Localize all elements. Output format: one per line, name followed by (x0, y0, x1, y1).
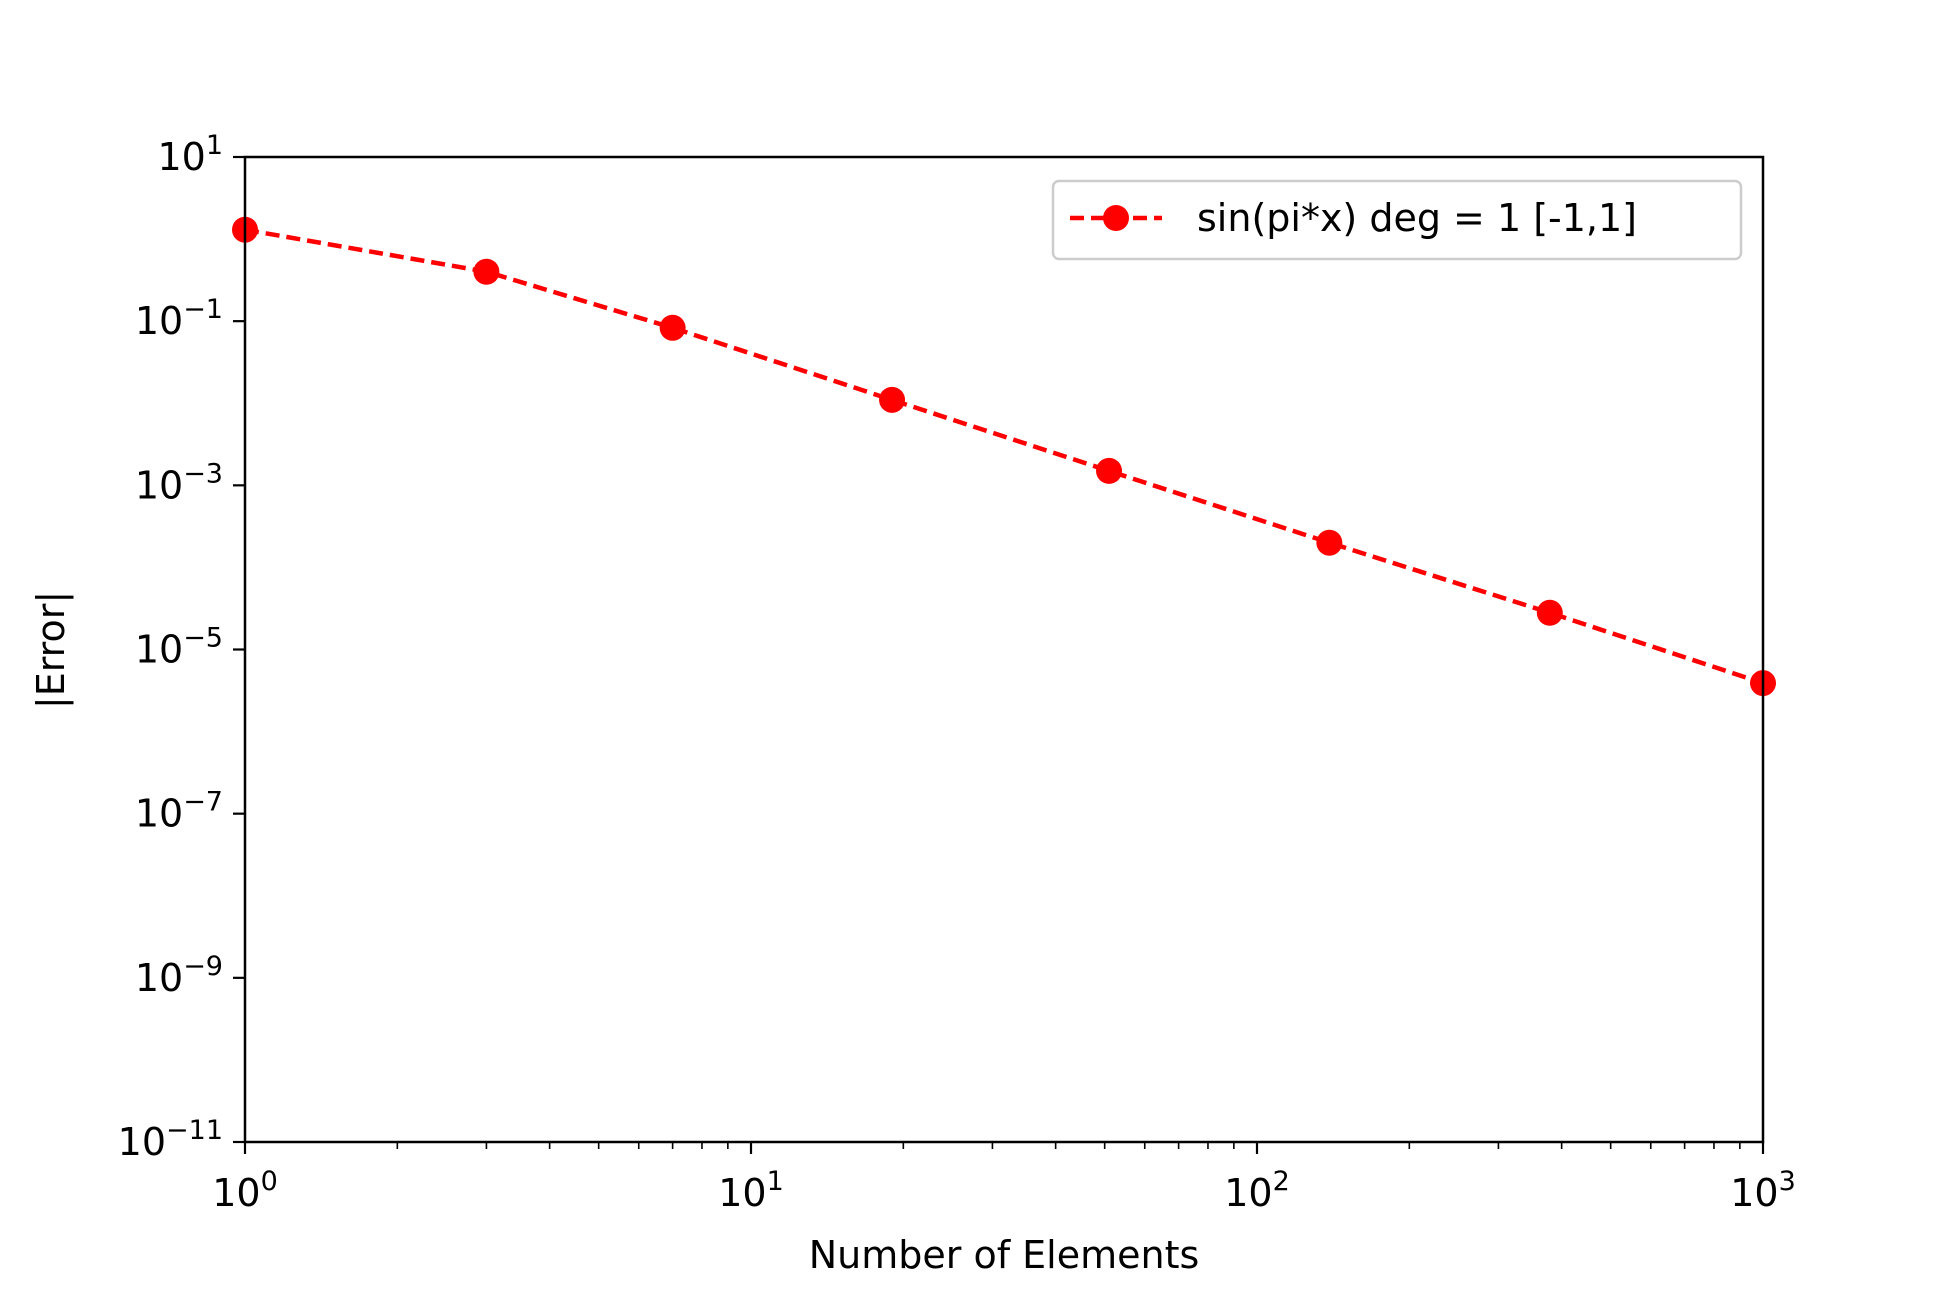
data-point (1316, 529, 1343, 556)
tick-labels: 100 101 102 103 101 10−1 10−3 10−5 10−7 10−9 10−11 (118, 130, 1796, 1215)
legend-box (1051, 179, 1743, 261)
major-ticks (233, 155, 1765, 1154)
legend-marker (1103, 205, 1129, 231)
series-line (244, 227, 1764, 686)
x-tick-label: 101 (718, 1166, 784, 1215)
x-tick-label: 102 (1224, 1166, 1290, 1215)
y-tick-label: 10−11 (118, 1115, 223, 1164)
data-point (1536, 599, 1563, 626)
y-tick-label: 101 (157, 130, 223, 179)
x-tick-label: 100 (212, 1166, 278, 1215)
y-axis-label: |Error| (29, 591, 74, 709)
y-tick-label: 10−9 (135, 951, 223, 1000)
y-tick-label: 10−1 (135, 294, 223, 343)
data-point (659, 314, 686, 341)
data-point (879, 386, 906, 413)
legend: sin(pi*x) deg = 1 [-1,1] (1051, 179, 1743, 261)
series-layer (232, 216, 1776, 697)
x-tick-label: 103 (1730, 1166, 1796, 1215)
y-tick-label: 10−3 (135, 458, 223, 507)
plot-frame (243, 155, 1765, 1144)
y-tick-label: 10−5 (135, 623, 223, 672)
legend-label: sin(pi*x) deg = 1 [-1,1] (1197, 196, 1637, 240)
data-point (1096, 457, 1123, 484)
data-point (473, 258, 500, 285)
x-axis-label: Number of Elements (809, 1233, 1200, 1277)
y-tick-label: 10−7 (135, 787, 223, 836)
